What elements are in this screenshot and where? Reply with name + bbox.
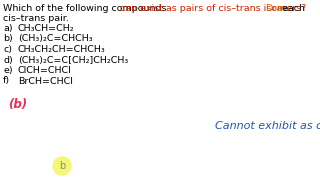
Text: BrCH=CHCl: BrCH=CHCl	[18, 76, 73, 86]
Text: Draw: Draw	[265, 4, 290, 13]
Text: (CH₃)₂C=C[CH₂]CH₂CH₃: (CH₃)₂C=C[CH₂]CH₂CH₃	[18, 55, 128, 64]
Text: d): d)	[3, 55, 13, 64]
Text: (b): (b)	[8, 98, 27, 111]
Text: CH₃CH=CH₂: CH₃CH=CH₂	[18, 24, 75, 33]
Text: a): a)	[3, 24, 12, 33]
Text: (CH₃)₂C=CHCH₃: (CH₃)₂C=CHCH₃	[18, 35, 92, 44]
Text: can exist as pairs of cis–trans isomers?: can exist as pairs of cis–trans isomers?	[120, 4, 306, 13]
Text: b): b)	[3, 35, 13, 44]
Text: c): c)	[3, 45, 12, 54]
Text: ClCH=CHCl: ClCH=CHCl	[18, 66, 72, 75]
Text: b: b	[59, 161, 65, 171]
Text: each: each	[279, 4, 305, 13]
Text: Which of the following compounds: Which of the following compounds	[3, 4, 170, 13]
Text: CH₃CH₂CH=CHCH₃: CH₃CH₂CH=CHCH₃	[18, 45, 106, 54]
Text: f): f)	[3, 76, 10, 86]
Circle shape	[53, 157, 71, 175]
Text: cis–trans pair.: cis–trans pair.	[3, 14, 69, 23]
Text: Cannot exhibit as cis–trans: Cannot exhibit as cis–trans	[215, 121, 320, 131]
Text: e): e)	[3, 66, 12, 75]
